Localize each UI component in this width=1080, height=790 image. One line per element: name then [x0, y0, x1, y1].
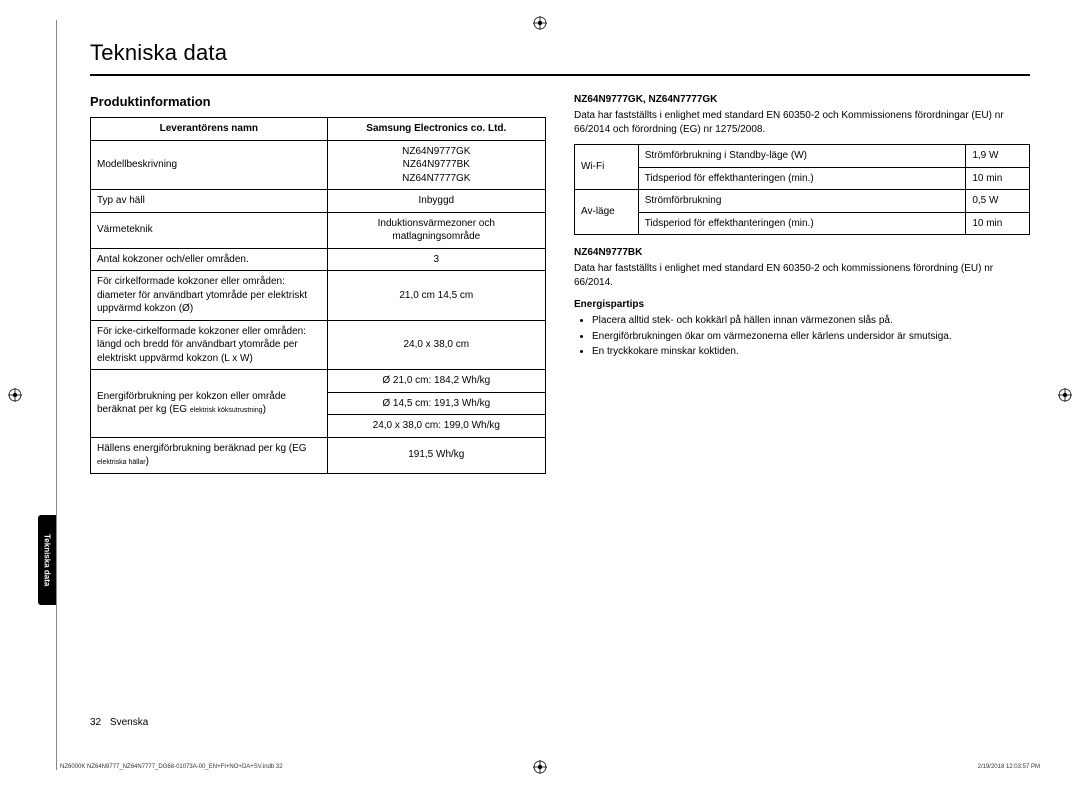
table-row: Energiförbrukning per kokzon eller områd… — [91, 370, 546, 393]
table-row: Värmeteknik Induktionsvärmezoner och mat… — [91, 212, 546, 248]
row-label: Modellbeskrivning — [91, 140, 328, 190]
list-item: En tryckkokare minskar koktiden. — [592, 345, 1030, 360]
table-row: Hällens energiförbrukning beräknad per k… — [91, 437, 546, 473]
row-value: 0,5 W — [966, 190, 1030, 213]
row-label: För cirkelformade kokzoner eller områden… — [91, 271, 328, 321]
row-label: Tidsperiod för effekthanteringen (min.) — [638, 212, 966, 235]
row-label: Typ av häll — [91, 190, 328, 213]
models-heading-2: NZ64N9777BK — [574, 247, 1030, 258]
row-value: 10 min — [966, 167, 1030, 190]
row-value: Ø 14,5 cm: 191,3 Wh/kg — [327, 392, 545, 415]
left-column: Produktinformation Leverantörens namn Sa… — [90, 94, 546, 474]
page-content: Tekniska data Produktinformation Leveran… — [90, 40, 1030, 474]
title-rule — [90, 74, 1030, 76]
footer-meta-right: 2/19/2018 12:03:57 PM — [978, 764, 1040, 770]
row-value: Induktionsvärmezoner och matlagningsområ… — [327, 212, 545, 248]
side-tab: Tekniska data — [38, 515, 56, 605]
table-row: Tidsperiod för effekthanteringen (min.) … — [575, 167, 1030, 190]
row-label: Antal kokzoner och/eller områden. — [91, 248, 328, 271]
table-row: För icke-cirkelformade kokzoner eller om… — [91, 320, 546, 370]
registration-mark-icon — [533, 760, 547, 774]
group-label: Av-läge — [575, 190, 639, 235]
table-row: Typ av häll Inbyggd — [91, 190, 546, 213]
row-value: Inbyggd — [327, 190, 545, 213]
row-label: Strömförbrukning i Standby-läge (W) — [638, 145, 966, 168]
table-row: Av-läge Strömförbrukning 0,5 W — [575, 190, 1030, 213]
product-info-table: Leverantörens namn Samsung Electronics c… — [90, 117, 546, 474]
list-item: Energiförbrukningen ökar om värmezonerna… — [592, 330, 1030, 345]
row-value: 1,9 W — [966, 145, 1030, 168]
energy-tips-list: Placera alltid stek- och kokkärl på häll… — [574, 314, 1030, 360]
page-language: Svenska — [110, 717, 148, 728]
table-row: Modellbeskrivning NZ64N9777GK NZ64N9777B… — [91, 140, 546, 190]
models-heading: NZ64N9777GK, NZ64N7777GK — [574, 94, 1030, 105]
footer-meta-left: NZ6000K NZ64N9777_NZ64N7777_DG68-01073A-… — [60, 764, 283, 770]
registration-mark-icon — [8, 388, 22, 402]
table-row: Wi-Fi Strömförbrukning i Standby-läge (W… — [575, 145, 1030, 168]
row-value: 10 min — [966, 212, 1030, 235]
list-item: Placera alltid stek- och kokkärl på häll… — [592, 314, 1030, 329]
row-label: Tidsperiod för effekthanteringen (min.) — [638, 167, 966, 190]
page-number: 32 — [90, 717, 101, 728]
row-value: Ø 21,0 cm: 184,2 Wh/kg — [327, 370, 545, 393]
row-label: Strömförbrukning — [638, 190, 966, 213]
row-label: För icke-cirkelformade kokzoner eller om… — [91, 320, 328, 370]
group-label: Wi-Fi — [575, 145, 639, 190]
supplier-name-header: Leverantörens namn — [91, 118, 328, 141]
compliance-paragraph: Data har fastställts i enlighet med stan… — [574, 109, 1030, 136]
row-value: 21,0 cm 14,5 cm — [327, 271, 545, 321]
registration-mark-icon — [533, 16, 547, 30]
row-value: 191,5 Wh/kg — [327, 437, 545, 473]
table-header-row: Leverantörens namn Samsung Electronics c… — [91, 118, 546, 141]
tips-heading: Energispartips — [574, 299, 1030, 310]
row-label: Energiförbrukning per kokzon eller områd… — [91, 370, 328, 438]
registration-mark-icon — [1058, 388, 1072, 402]
power-consumption-table: Wi-Fi Strömförbrukning i Standby-läge (W… — [574, 144, 1030, 235]
side-tab-label: Tekniska data — [43, 534, 52, 586]
compliance-paragraph-2: Data har fastställts i enlighet med stan… — [574, 262, 1030, 289]
row-label: Hällens energiförbrukning beräknad per k… — [91, 437, 328, 473]
row-value: 3 — [327, 248, 545, 271]
row-label: Värmeteknik — [91, 212, 328, 248]
row-value: NZ64N9777GK NZ64N9777BK NZ64N7777GK — [327, 140, 545, 190]
row-value: 24,0 x 38,0 cm — [327, 320, 545, 370]
table-row: Antal kokzoner och/eller områden. 3 — [91, 248, 546, 271]
row-value: 24,0 x 38,0 cm: 199,0 Wh/kg — [327, 415, 545, 438]
table-row: Tidsperiod för effekthanteringen (min.) … — [575, 212, 1030, 235]
section-subtitle: Produktinformation — [90, 94, 546, 109]
page-footer: 32 Svenska — [90, 717, 148, 728]
two-column-layout: Produktinformation Leverantörens namn Sa… — [90, 94, 1030, 474]
crop-guideline — [56, 20, 57, 770]
page-title: Tekniska data — [90, 40, 1030, 66]
right-column: NZ64N9777GK, NZ64N7777GK Data har fastst… — [574, 94, 1030, 474]
supplier-value-header: Samsung Electronics co. Ltd. — [327, 118, 545, 141]
table-row: För cirkelformade kokzoner eller områden… — [91, 271, 546, 321]
